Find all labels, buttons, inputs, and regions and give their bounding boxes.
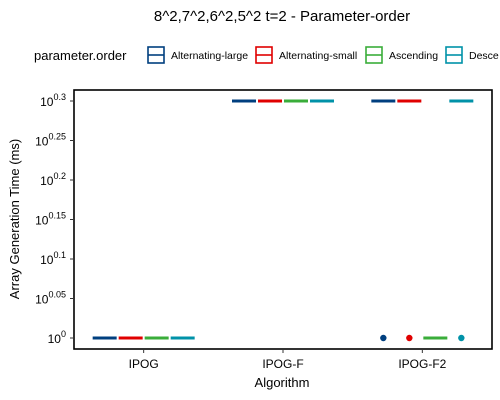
y-tick-label: 100.3: [40, 92, 66, 109]
legend-label: Ascending: [389, 50, 438, 62]
legend-label: Alternating-small: [279, 50, 357, 62]
outlier-point: [380, 334, 387, 342]
legend: parameter.order Alternating-large Alterna…: [34, 46, 499, 64]
x-tick-label: IPOG: [129, 357, 159, 371]
y-tick-label: 100: [48, 329, 66, 346]
outlier-point: [406, 334, 413, 342]
x-tick-label: IPOG-F2: [398, 357, 446, 371]
legend-label: Alternating-large: [171, 50, 248, 62]
legend-label: Desce: [469, 50, 499, 62]
x-axis-title: Algorithm: [255, 375, 310, 390]
y-tick-label: 100.15: [35, 211, 66, 228]
y-tick-label: 100.05: [35, 290, 66, 307]
plot-panel: [73, 89, 493, 350]
chart-title: 8^2,7^2,6^2,5^2 t=2 - Parameter-order: [154, 8, 410, 25]
x-tick-label: IPOG-F: [262, 357, 303, 371]
y-tick-label: 100.2: [40, 171, 66, 188]
y-tick-label: 100.25: [35, 132, 66, 149]
y-axis-title: Array Generation Time (ms): [7, 139, 22, 299]
plot-area: 100 100.05 100.1 100.15 100.2 100.25 100.3 IPOG…: [35, 89, 493, 371]
y-tick-label: 100.1: [40, 250, 66, 267]
outlier-point: [458, 334, 465, 342]
legend-title: parameter.order: [34, 48, 127, 63]
